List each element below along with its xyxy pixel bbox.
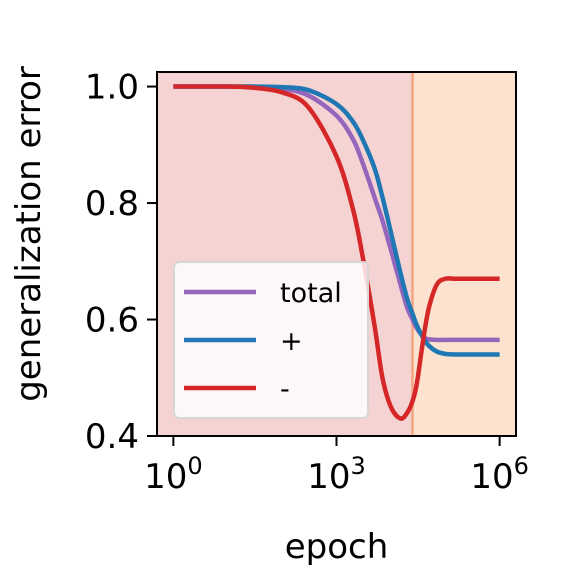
region-1 (413, 72, 516, 436)
y-tick-label: 0.6 (85, 301, 139, 341)
y-axis-label: generalization error (9, 66, 49, 402)
y-tick-label: 0.8 (85, 184, 139, 224)
x-tick-label: 106 (470, 452, 529, 497)
legend-label-1: + (280, 326, 303, 357)
y-axis: 0.4 0.6 0.8 1.0 (85, 68, 157, 457)
x-tick-label: 100 (144, 452, 203, 497)
x-axis-label: epoch (285, 527, 389, 567)
x-tick-label: 103 (307, 452, 366, 497)
x-axis: 100 103 106 (144, 436, 529, 497)
legend-label-0: total (280, 278, 342, 309)
legend-label-2: - (280, 374, 290, 405)
y-tick-label: 1.0 (85, 68, 139, 108)
y-tick-label: 0.4 (85, 417, 139, 457)
legend: total + - (174, 262, 368, 418)
